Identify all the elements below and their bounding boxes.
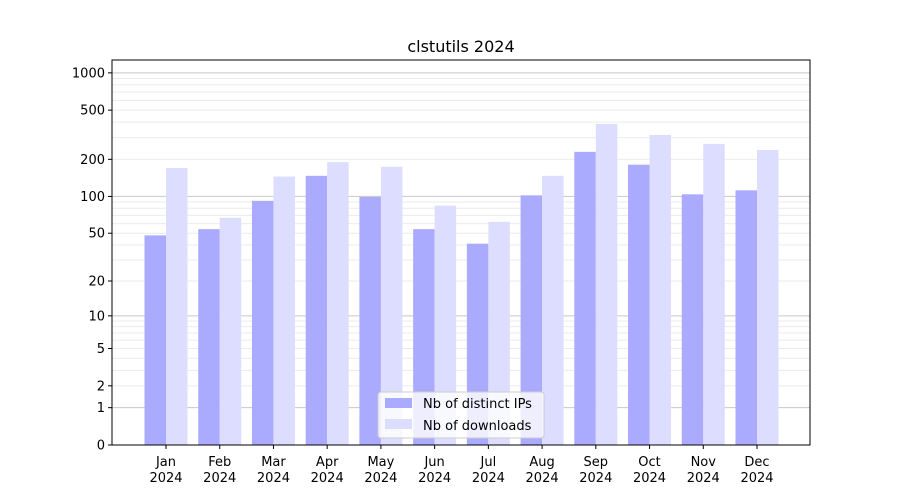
bar-downloads <box>595 123 618 446</box>
bar-downloads <box>649 134 672 445</box>
chart-title: clstutils 2024 <box>407 37 514 56</box>
bar-downloads <box>703 143 725 445</box>
x-tick-label: Apr 2024 <box>311 455 344 486</box>
y-tick-label: 50 <box>88 227 105 242</box>
bar-downloads <box>166 168 188 446</box>
x-tick-label: Mar 2024 <box>257 455 290 486</box>
plot-frame <box>111 59 811 446</box>
legend-swatch-downloads <box>385 419 412 429</box>
bar-distinct-ips <box>413 229 435 445</box>
x-tick-label: Feb 2024 <box>203 455 236 486</box>
y-tick-label: 500 <box>80 104 105 119</box>
bar-downloads <box>219 217 242 445</box>
bar-downloads <box>434 205 457 445</box>
y-tick-label: 20 <box>88 275 105 290</box>
y-tick-label: 1 <box>97 401 105 416</box>
y-tick-label: 0 <box>97 439 105 454</box>
x-tick-label: Sep 2024 <box>579 455 612 486</box>
bar-distinct-ips <box>251 200 274 445</box>
bar-downloads <box>327 162 349 446</box>
x-tick-label: Jun 2024 <box>418 455 451 486</box>
x-tick-label: May 2024 <box>364 455 397 486</box>
bar-distinct-ips <box>628 164 650 445</box>
bar-distinct-ips <box>735 190 757 445</box>
legend-label-ips: Nb of distinct IPs <box>423 397 532 412</box>
y-tick-label: 5 <box>97 342 105 357</box>
bar-distinct-ips <box>574 151 596 445</box>
y-tick-label: 10 <box>88 309 105 324</box>
bar-distinct-ips <box>198 229 220 445</box>
bar-downloads <box>488 221 510 445</box>
bar-distinct-ips <box>144 235 166 445</box>
x-tick-label: Jan 2024 <box>149 455 182 486</box>
legend-label-downloads: Nb of downloads <box>423 419 532 434</box>
x-tick-label: Jul 2024 <box>472 455 505 486</box>
bar-downloads <box>380 166 403 445</box>
y-tick-label: 100 <box>80 190 105 205</box>
x-tick-label: Aug 2024 <box>526 455 559 486</box>
bar-downloads <box>757 150 779 445</box>
y-tick-label: 2 <box>97 379 105 394</box>
bar-distinct-ips <box>305 175 328 445</box>
x-tick-label: Oct 2024 <box>633 455 666 486</box>
legend-swatch-ips <box>385 398 412 408</box>
bar-distinct-ips <box>681 194 704 445</box>
x-tick-label: Dec 2024 <box>740 455 773 486</box>
y-tick-label: 1000 <box>72 66 105 81</box>
y-tick-label: 200 <box>80 153 105 168</box>
bar-downloads <box>273 176 295 446</box>
bar-distinct-ips <box>520 195 543 445</box>
bar-downloads <box>542 175 564 445</box>
bar-distinct-ips <box>359 196 381 445</box>
legend: Nb of distinct IPs Nb of downloads <box>377 391 545 439</box>
x-tick-label: Nov 2024 <box>687 455 720 486</box>
